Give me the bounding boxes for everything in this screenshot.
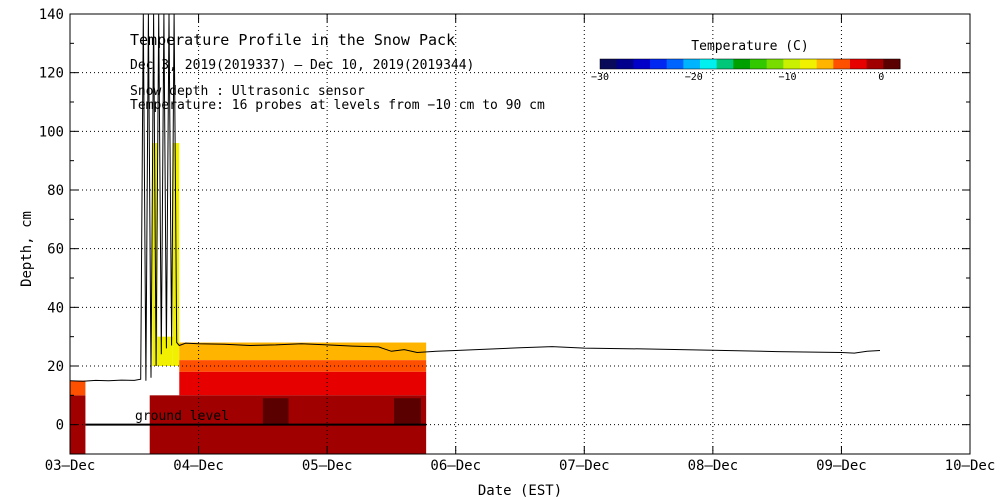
temp-cell-5: [179, 342, 427, 361]
colorbar-swatch: [633, 59, 651, 69]
x-tick-label: 05–Dec: [302, 458, 353, 474]
annotation-snow-depth: Snow depth : Ultrasonic sensor: [130, 84, 365, 99]
colorbar-swatch: [783, 59, 801, 69]
plot-frame: [69, 13, 971, 455]
colorbar-swatch: [733, 59, 751, 69]
colorbar-tick-label: 0: [878, 72, 884, 83]
colorbar-swatch: [816, 59, 834, 69]
y-axis-title: Depth, cm: [19, 211, 35, 287]
colorbar-swatch: [800, 59, 818, 69]
colorbar-title: Temperature (C): [691, 39, 808, 54]
temperature-field: [70, 143, 427, 454]
colorbar-swatch: [700, 59, 718, 69]
temp-cell-9: [149, 424, 427, 454]
colorbar-swatch: [850, 59, 868, 69]
y-tick-label: 0: [56, 418, 64, 434]
y-tick-label: 60: [47, 242, 64, 258]
y-tick-label: 140: [39, 7, 64, 23]
colorbar-swatch: [683, 59, 701, 69]
ground-level-label: ground level: [135, 409, 229, 424]
x-tick-label: 09–Dec: [816, 458, 867, 474]
colorbar-swatch: [866, 59, 884, 69]
y-tick-label: 40: [47, 300, 64, 316]
colorbar-frame: [599, 58, 901, 70]
snow-depth-series: [69, 13, 881, 382]
colorbar-swatch: [600, 59, 618, 69]
colorbar-swatch: [766, 59, 784, 69]
colorbar-tick-label: −20: [685, 72, 703, 83]
annotation-temperature: Temperature: 16 probes at levels from −1…: [130, 98, 545, 113]
x-tick-label: 10–Dec: [945, 458, 996, 474]
colorbar-swatch: [883, 59, 901, 69]
y-tick-label: 80: [47, 183, 64, 199]
y-tick-label: 120: [39, 66, 64, 82]
chart-subtitle: Dec 3, 2019(2019337) – Dec 10, 2019(2019…: [130, 58, 474, 73]
colorbar-tick-label: −30: [591, 72, 609, 83]
snow-depth-line: [69, 13, 881, 382]
temp-cell-10: [262, 398, 289, 425]
y-tick-label: 100: [39, 124, 64, 140]
x-tick-label: 04–Dec: [173, 458, 224, 474]
chart-title: Temperature Profile in the Snow Pack: [130, 31, 455, 49]
colorbar-swatch: [750, 59, 768, 69]
axes: 03–Dec 04–Dec 05–Dec 06–Dec 07–Dec 08–Dec 09–D…: [39, 7, 996, 474]
temp-cell-3: [157, 336, 173, 366]
grid: [70, 14, 970, 454]
y-tick-label: 20: [47, 359, 64, 375]
colorbar-tick-label: −10: [778, 72, 796, 83]
temp-cell-7: [179, 371, 427, 396]
x-tick-label: 03–Dec: [45, 458, 96, 474]
colorbar-swatch: [833, 59, 851, 69]
colorbar-swatch: [650, 59, 668, 69]
x-axis-title: Date (EST): [478, 483, 562, 499]
x-tick-label: 08–Dec: [688, 458, 739, 474]
colorbar-swatch: [716, 59, 734, 69]
x-tick-label: 06–Dec: [430, 458, 481, 474]
x-tick-label: 07–Dec: [559, 458, 610, 474]
colorbar-swatch: [616, 59, 634, 69]
temp-cell-1: [70, 380, 86, 396]
temp-cell-11: [394, 398, 421, 425]
colorbar-swatch: [666, 59, 684, 69]
colorbar: −30 −20 −10 0: [591, 58, 901, 83]
